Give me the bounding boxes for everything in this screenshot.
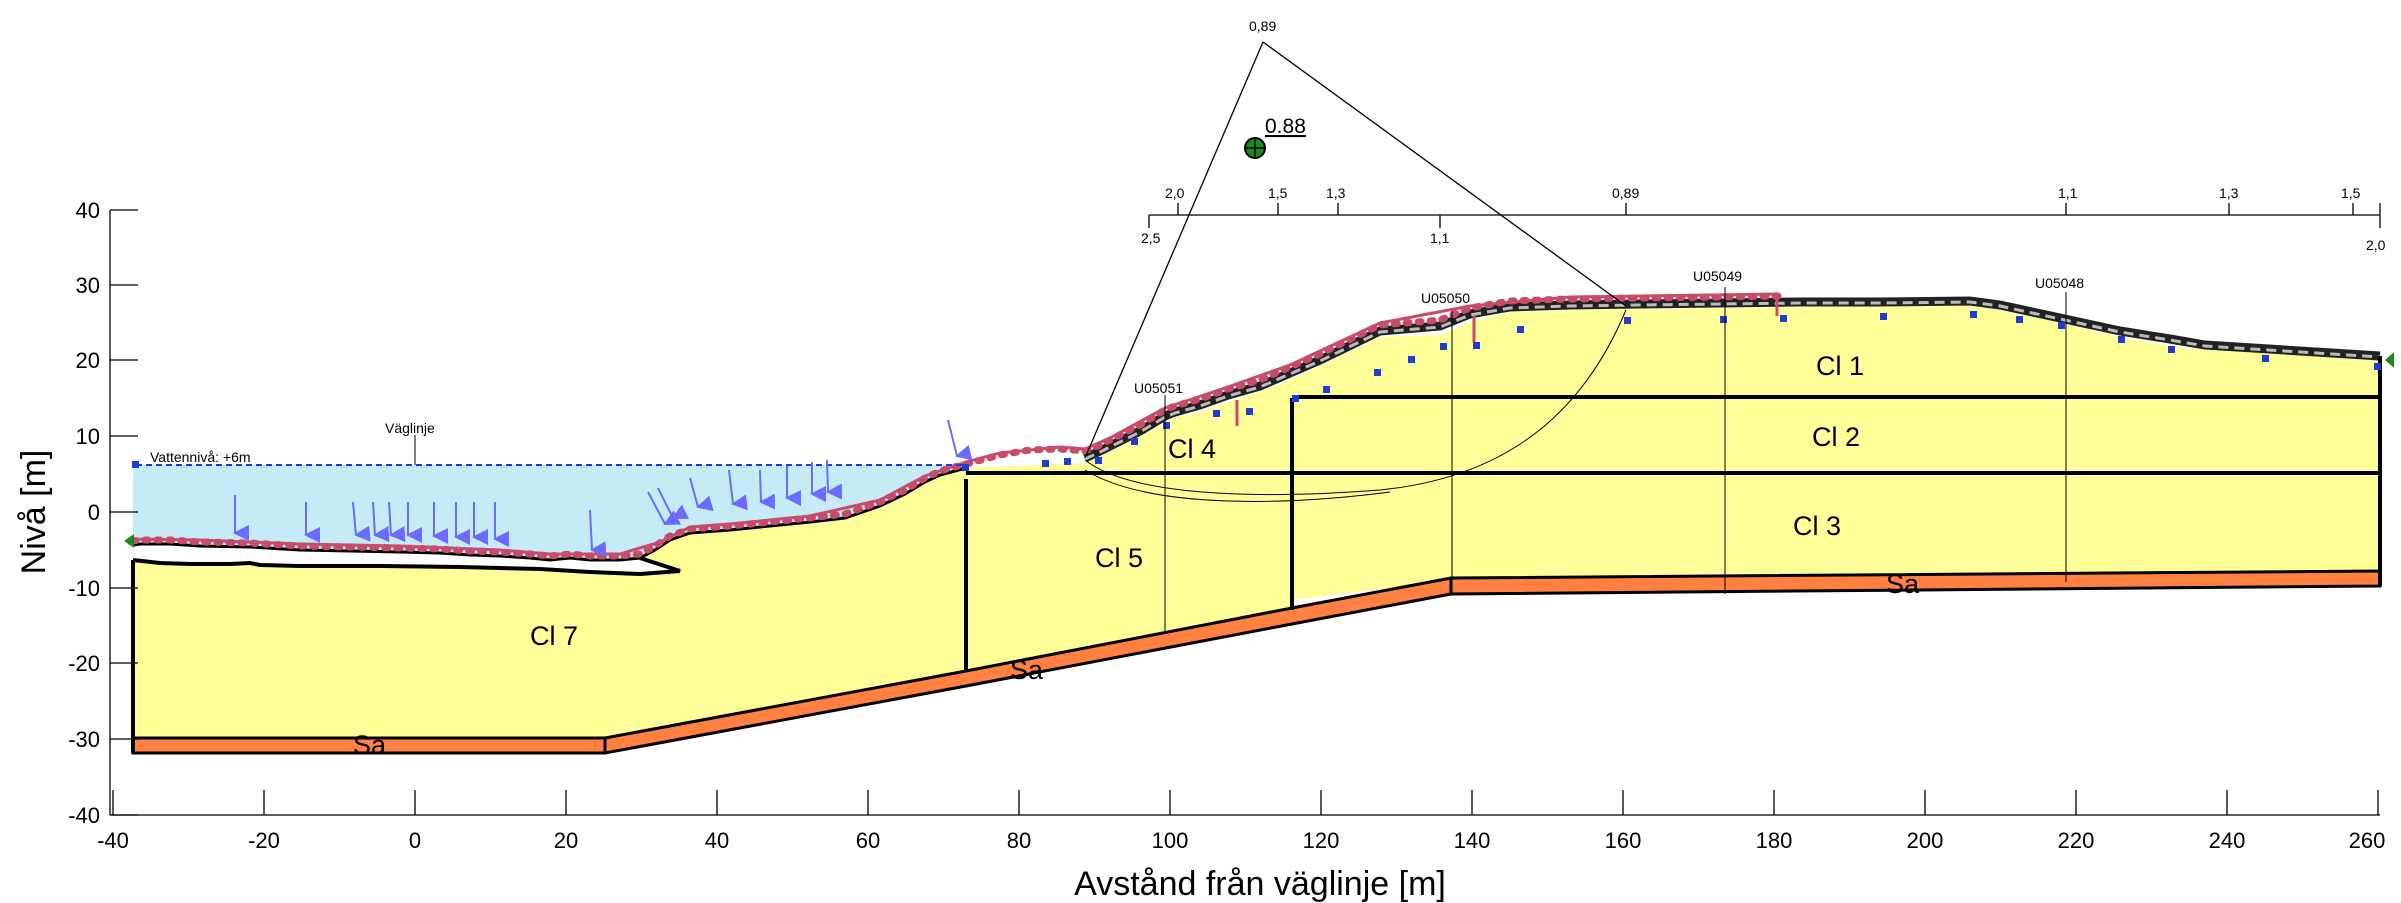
borehole-label-u05049: U05049 [1693,268,1742,284]
svg-text:140: 140 [1454,828,1491,853]
svg-text:220: 220 [2058,828,2095,853]
layer-label-cl4: Cl 4 [1168,434,1216,464]
svg-text:2,5: 2,5 [1141,230,1161,246]
svg-text:1,5: 1,5 [1268,185,1288,201]
borehole-label-u05050: U05050 [1421,290,1470,306]
left-boundary-marker-icon [124,534,134,548]
apex-factor-label: 0,89 [1249,18,1276,34]
road-line-label: Väglinje [385,420,435,436]
layer-label-cl1: Cl 1 [1816,351,1864,381]
surcharge-load-line [129,292,1784,560]
layer-boundaries [131,356,2382,753]
svg-text:2,0: 2,0 [1165,185,1185,201]
svg-text:30: 30 [76,273,100,298]
svg-text:1,5: 1,5 [2341,185,2361,201]
svg-text:-40: -40 [68,803,100,828]
svg-text:80: 80 [1007,828,1031,853]
layer-label-cl2: Cl 2 [1812,422,1860,452]
min-safety-factor: 0.88 [1265,115,1306,138]
svg-text:240: 240 [2209,828,2246,853]
svg-text:120: 120 [1303,828,1340,853]
y-tick-labels: 40 30 20 10 0 -10 -20 -30 -40 [68,198,100,828]
surcharge-end-markers [1235,293,1779,426]
layer-label-cl7: Cl 7 [530,621,578,651]
svg-text:0,89: 0,89 [1612,185,1639,201]
layer-label-sa-right: Sa [1886,569,1920,599]
safety-scale-labels: 2,0 1,5 1,3 0,89 1,1 1,3 1,5 2,5 1,1 2,0 [1141,185,2386,253]
x-tick-labels: -40 -20 0 20 40 60 80 100 120 140 160 18… [97,828,2385,853]
svg-text:1,1: 1,1 [2058,185,2078,201]
clay-fill [133,305,2380,739]
water-level-label: Vattennivå: +6m [150,449,251,465]
right-boundary-marker-icon [2385,352,2394,368]
x-axis-title: Avstånd från väglinje [m] [1074,865,1446,903]
svg-text:260: 260 [2349,828,2386,853]
svg-text:40: 40 [76,198,100,223]
svg-text:-20: -20 [68,651,100,676]
measurement-points [132,311,2381,471]
svg-text:20: 20 [554,828,578,853]
water-pressure-arrows [233,419,973,558]
svg-text:60: 60 [856,828,880,853]
svg-text:-10: -10 [68,576,100,601]
borehole-label-u05051: U05051 [1134,380,1183,396]
ground-surface [132,466,967,562]
y-axis-title: Nivå [m] [15,450,53,575]
layer-label-cl5: Cl 5 [1095,543,1143,573]
svg-text:-40: -40 [97,828,129,853]
surcharge-load-band [132,292,1781,556]
svg-text:0: 0 [409,828,421,853]
water-area [133,465,966,560]
svg-text:40: 40 [705,828,729,853]
embankment-top [1083,296,2381,463]
layer-label-sa-left: Sa [353,730,387,760]
safety-scale-bar [1148,203,2381,228]
svg-text:20: 20 [76,348,100,373]
svg-text:200: 200 [1907,828,1944,853]
safety-triangle [1084,41,1627,459]
borehole-label-u05048: U05048 [2035,275,2084,291]
boreholes [1164,287,2067,632]
svg-text:1,1: 1,1 [1430,230,1450,246]
svg-text:180: 180 [1756,828,1793,853]
svg-text:1,3: 1,3 [1326,185,1346,201]
svg-text:2,0: 2,0 [2366,237,2386,253]
svg-text:160: 160 [1605,828,1642,853]
svg-text:-30: -30 [68,727,100,752]
layer-label-cl3: Cl 3 [1793,511,1841,541]
slip-surfaces [1084,309,1627,502]
svg-text:-20: -20 [248,828,280,853]
layer-label-sa-middle: Sa [1010,655,1044,685]
svg-text:100: 100 [1152,828,1189,853]
svg-text:1,3: 1,3 [2219,185,2239,201]
svg-text:10: 10 [76,424,100,449]
x-axis [110,790,2380,816]
svg-text:0: 0 [88,500,100,525]
